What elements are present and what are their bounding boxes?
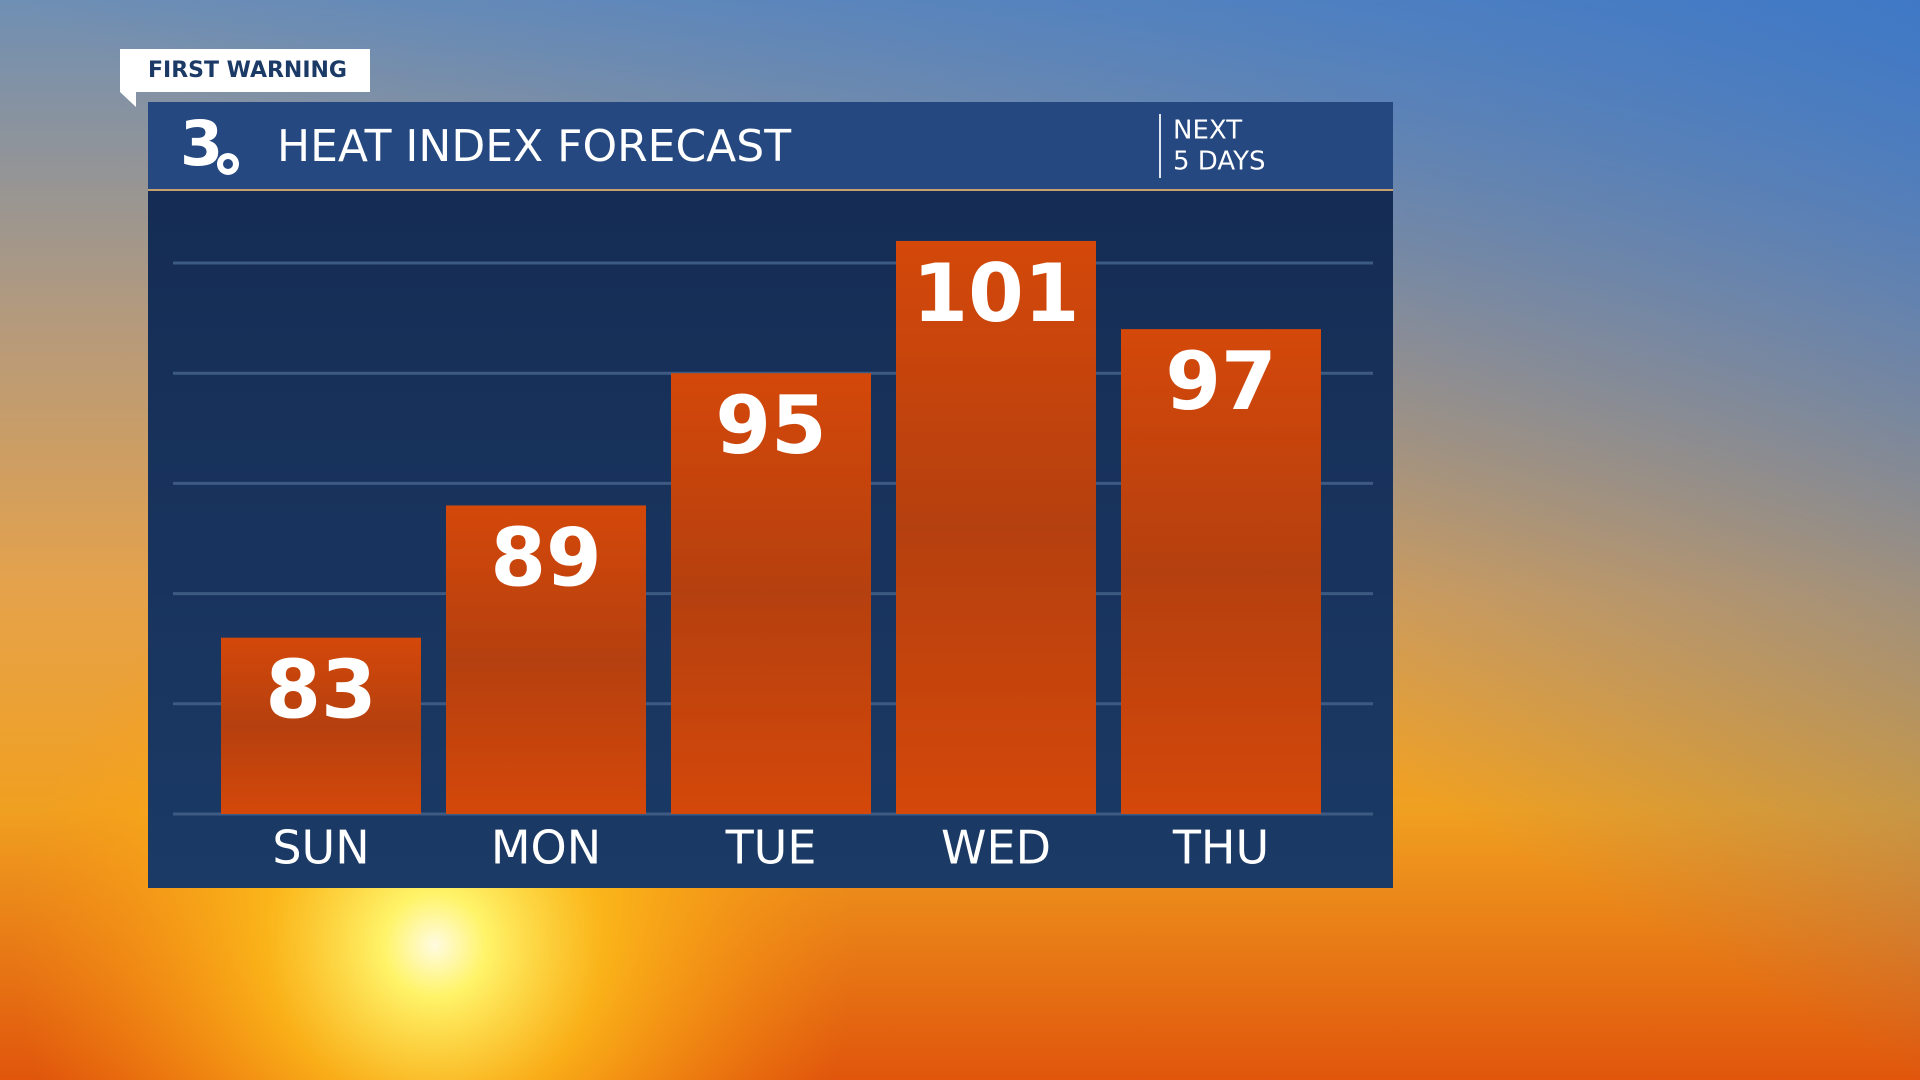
bar [1121,329,1321,814]
value-label: 83 [265,644,376,737]
logo: 3 [180,107,223,180]
x-tick-label: THU [1172,821,1269,875]
bar [671,373,871,814]
badge-box [120,49,370,107]
bar [896,240,1096,814]
value-label: 89 [490,511,601,604]
chart-title: HEAT INDEX FORECAST [277,121,791,172]
x-tick-label: TUE [725,821,817,875]
x-tick-label: WED [941,821,1051,875]
value-label: 95 [715,379,826,472]
header-bar [148,102,1393,190]
subtitle-line: NEXT [1173,116,1242,146]
x-tick-label: SUN [272,821,369,875]
value-label: 97 [1165,335,1276,428]
badge: FIRST WARNING [148,58,347,83]
bar [221,637,421,814]
logo-pupil [223,159,233,169]
subtitle-line: 5 DAYS [1173,147,1266,177]
bar [446,505,646,814]
x-tick-label: MON [491,821,601,875]
value-label: 101 [913,247,1080,340]
